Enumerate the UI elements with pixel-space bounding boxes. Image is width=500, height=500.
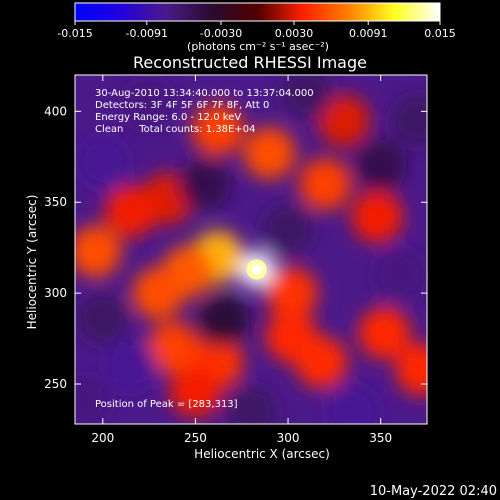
negative-region xyxy=(326,385,379,424)
x-tick-label: 300 xyxy=(277,431,300,445)
negative-region xyxy=(197,294,250,347)
colorbar xyxy=(74,2,441,22)
emission-source xyxy=(243,127,296,180)
emission-source xyxy=(265,267,318,320)
colorbar-unit-label: (photons cm⁻² s⁻¹ asec⁻²) xyxy=(187,40,329,53)
negative-region xyxy=(76,292,129,345)
emission-source xyxy=(295,336,348,389)
emission-source xyxy=(75,225,122,278)
negative-region xyxy=(373,248,426,301)
chart-title: Reconstructed RHESSI Image xyxy=(133,53,367,72)
colorbar-tick-label: -0.0030 xyxy=(200,27,242,40)
info-line-detectors: Detectors: 3F 4F 5F 6F 7F 8F, Att 0 xyxy=(95,100,269,111)
x-tick-label: 200 xyxy=(91,431,114,445)
rhessi-image xyxy=(75,75,427,424)
x-tick-label: 250 xyxy=(184,431,207,445)
negative-region xyxy=(76,136,129,189)
colorbar-tick-label: -0.0091 xyxy=(126,27,168,40)
footer-timestamp: 10-May-2022 02:40 xyxy=(370,484,497,499)
negative-region xyxy=(123,78,176,131)
negative-region xyxy=(225,385,277,424)
emission-source xyxy=(169,365,222,418)
y-tick-label: 400 xyxy=(44,104,67,118)
emission-source xyxy=(132,267,185,320)
colorbar-tick-label: -0.015 xyxy=(57,27,92,40)
colorbar-ticks: -0.015 -0.0091 -0.0030 0.0030 0.0091 0.015 xyxy=(57,21,456,40)
peak-position-label: Position of Peak = [283,313] xyxy=(95,399,238,410)
plot-area: 200 250 300 350 250 300 350 400 xyxy=(44,74,428,445)
y-tick-label: 250 xyxy=(44,377,67,391)
plot-frame xyxy=(74,74,428,425)
y-tick-label: 300 xyxy=(44,286,67,300)
emission-source xyxy=(395,343,427,396)
negative-region xyxy=(391,94,427,147)
axis-ticks: 200 250 300 350 250 300 350 400 xyxy=(44,75,427,445)
negative-region xyxy=(104,339,157,392)
emission-source xyxy=(358,307,411,360)
emission-source xyxy=(147,321,200,374)
info-line-energy: Energy Range: 6.0 - 12.0 keV xyxy=(95,112,241,123)
negative-region xyxy=(280,75,333,120)
x-tick-label: 350 xyxy=(369,431,392,445)
emission-source xyxy=(299,158,352,211)
y-axis-label: Heliocentric Y (arcsec) xyxy=(25,195,39,330)
emission-source xyxy=(317,94,370,147)
negative-region xyxy=(75,376,111,424)
y-tick-label: 350 xyxy=(44,195,67,209)
peak-marker xyxy=(251,264,262,275)
emission-source xyxy=(350,190,403,243)
emission-source xyxy=(104,185,157,238)
colorbar-tick-label: 0.015 xyxy=(424,27,456,40)
colorbar-tick-label: 0.0030 xyxy=(275,27,314,40)
info-line-clean: Clean Total counts: 1.38E+04 xyxy=(95,124,255,135)
negative-region xyxy=(354,139,407,192)
colorbar-tick-label: 0.0091 xyxy=(349,27,388,40)
negative-region xyxy=(262,203,315,256)
x-axis-label: Heliocentric X (arcsec) xyxy=(194,447,330,461)
negative-region xyxy=(178,158,231,211)
emission-source xyxy=(191,103,244,156)
info-line-time: 30-Aug-2010 13:34:40.000 to 13:37:04.000 xyxy=(95,88,314,99)
